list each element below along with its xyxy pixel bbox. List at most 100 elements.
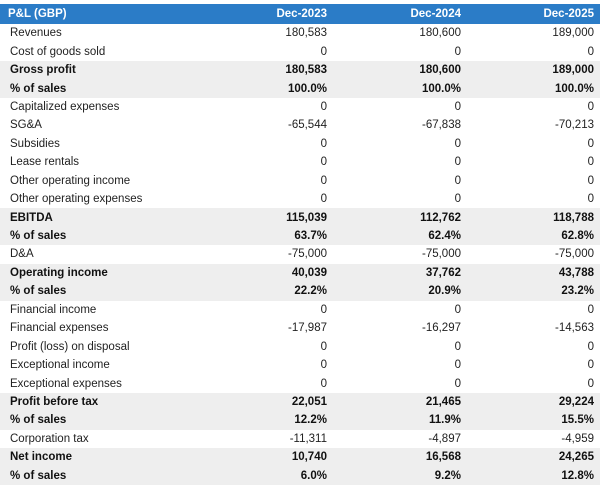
row-value: 0 [454, 303, 461, 316]
table-row: % of sales 22.2% 20.9% 23.2% [0, 282, 600, 301]
row-label: % of sales [0, 282, 200, 301]
row-label: Lease rentals [10, 156, 80, 169]
row-value: 115,039 [200, 208, 333, 227]
row-value: -65,544 [287, 119, 327, 132]
table-row: Gross profit 180,583 180,600 189,000 [0, 60, 600, 80]
row-value: 22.2% [200, 282, 333, 301]
row-value: 180,600 [419, 27, 461, 40]
table-row: Other operating income 0 0 0 [0, 172, 600, 190]
table-row: Profit (loss) on disposal 0 0 0 [0, 337, 600, 355]
row-label: Financial expenses [10, 322, 109, 335]
row-value: 20.9% [333, 282, 467, 301]
row-value: -11,311 [289, 432, 327, 445]
table-row: Corporation tax -11,311 -4,897 -4,959 [0, 430, 600, 448]
row-value: 6.0% [200, 466, 333, 485]
row-label: Exceptional income [10, 359, 110, 372]
row-value: 37,762 [333, 263, 467, 283]
row-label: Cost of goods sold [10, 45, 106, 58]
row-value: 180,583 [285, 27, 327, 40]
row-value: 112,762 [333, 208, 467, 227]
table-body: Revenues 180,583 180,600 189,000 Cost of goo… [0, 24, 600, 485]
row-value: 0 [587, 100, 594, 113]
row-value: 21,465 [333, 392, 467, 412]
table-row: Profit before tax 22,051 21,465 29,224 [0, 392, 600, 412]
row-value: 0 [587, 340, 594, 353]
row-value: 100.0% [200, 79, 333, 98]
row-value: 0 [320, 359, 327, 372]
row-value: 0 [587, 45, 594, 58]
row-value: 0 [454, 193, 461, 206]
row-value: 62.8% [467, 226, 600, 246]
row-label: % of sales [0, 411, 200, 430]
header-label: P&L (GBP) [0, 4, 200, 24]
row-value: -14,563 [554, 322, 594, 335]
row-value: 24,265 [467, 448, 600, 467]
row-label: Corporation tax [10, 432, 89, 445]
row-value: 40,039 [200, 263, 333, 283]
row-label: Gross profit [0, 60, 200, 80]
header-dec-2024: Dec-2024 [333, 4, 467, 24]
row-value: 12.8% [467, 466, 600, 485]
table-header-row: P&L (GBP) Dec-2023 Dec-2024 Dec-2025 [0, 4, 600, 24]
row-value: 0 [320, 156, 327, 169]
table-row: Operating income 40,039 37,762 43,788 [0, 263, 600, 283]
table-row: Financial expenses -17,987 -16,297 -14,563 [0, 319, 600, 337]
header-dec-2023: Dec-2023 [200, 4, 333, 24]
row-value: 9.2% [333, 466, 467, 485]
row-value: 0 [454, 359, 461, 372]
row-value: 189,000 [552, 27, 594, 40]
row-value: 16,568 [333, 448, 467, 467]
table-row: Exceptional expenses 0 0 0 [0, 374, 600, 392]
table-row: Net income 10,740 16,568 24,265 [0, 448, 600, 467]
table-row: Subsidies 0 0 0 [0, 135, 600, 153]
row-label: Subsidies [10, 137, 60, 150]
row-value: 0 [454, 377, 461, 390]
row-label: Financial income [10, 303, 97, 316]
table-row: % of sales 12.2% 11.9% 15.5% [0, 411, 600, 430]
row-value: 0 [587, 359, 594, 372]
row-value: 0 [587, 174, 594, 187]
table-row: Cost of goods sold 0 0 0 [0, 42, 600, 60]
row-value: 10,740 [200, 448, 333, 467]
row-value: -16,297 [421, 322, 461, 335]
row-value: 100.0% [467, 79, 600, 98]
row-value: 0 [320, 45, 327, 58]
table-row: Capitalized expenses 0 0 0 [0, 98, 600, 116]
row-label: SG&A [10, 119, 42, 132]
row-value: 118,788 [467, 208, 600, 227]
row-label: Net income [0, 448, 200, 467]
row-label: % of sales [0, 466, 200, 485]
row-label: Capitalized expenses [10, 100, 120, 113]
row-label: Other operating income [10, 174, 131, 187]
row-value: -17,987 [287, 322, 327, 335]
row-value: 0 [587, 137, 594, 150]
row-value: -75,000 [554, 248, 594, 261]
row-value: 0 [454, 137, 461, 150]
row-value: -70,213 [554, 119, 594, 132]
row-value: 0 [454, 156, 461, 169]
row-label: % of sales [0, 79, 200, 98]
row-value: 23.2% [467, 282, 600, 301]
row-value: 22,051 [200, 392, 333, 412]
row-value: 0 [320, 303, 327, 316]
pl-table: P&L (GBP) Dec-2023 Dec-2024 Dec-2025 Rev… [0, 4, 600, 485]
row-value: 180,583 [200, 60, 333, 80]
row-value: 0 [454, 174, 461, 187]
row-value: -4,959 [561, 432, 594, 445]
header-dec-2025: Dec-2025 [467, 4, 600, 24]
row-value: 0 [587, 156, 594, 169]
row-value: 0 [320, 137, 327, 150]
row-value: 11.9% [333, 411, 467, 430]
row-label: Operating income [0, 263, 200, 283]
row-value: -67,838 [421, 119, 461, 132]
row-value: 180,600 [333, 60, 467, 80]
row-value: -4,897 [428, 432, 461, 445]
row-value: 0 [454, 45, 461, 58]
table-row: % of sales 6.0% 9.2% 12.8% [0, 466, 600, 485]
row-label: % of sales [0, 226, 200, 246]
table-row: Financial income 0 0 0 [0, 301, 600, 319]
row-value: 0 [320, 193, 327, 206]
table-row: % of sales 63.7% 62.4% 62.8% [0, 226, 600, 246]
row-value: 0 [320, 340, 327, 353]
row-value: -75,000 [421, 248, 461, 261]
